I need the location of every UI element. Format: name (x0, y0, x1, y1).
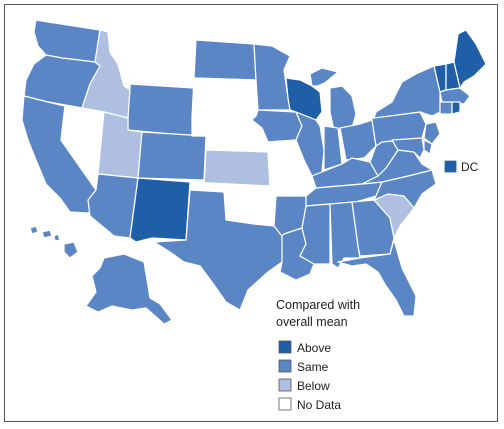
legend-label-same: Same (297, 360, 329, 374)
legend: Compared with overall mean Above Same Be… (276, 298, 360, 412)
state-ct[interactable] (439, 101, 453, 115)
state-sd[interactable] (191, 77, 257, 121)
legend-label-below: Below (297, 379, 330, 393)
legend-title-line1: Compared with (276, 298, 360, 312)
state-mi[interactable] (309, 67, 339, 87)
dc-label: DC (461, 160, 479, 174)
state-nd[interactable] (193, 39, 257, 81)
state-nj[interactable] (423, 121, 441, 145)
state-ks[interactable] (203, 149, 271, 187)
state-dc-marker[interactable] (443, 159, 458, 174)
state-hi-4[interactable] (63, 241, 79, 259)
states-layer (21, 19, 487, 325)
state-me[interactable] (453, 29, 487, 89)
legend-swatch-same (278, 359, 292, 373)
state-hi-1[interactable] (29, 225, 39, 235)
legend-swatch-below (278, 378, 292, 392)
legend-label-nodata: No Data (297, 398, 341, 412)
state-hi-3[interactable] (53, 233, 61, 242)
legend-swatch-nodata (278, 397, 292, 411)
state-mi-lower[interactable] (329, 85, 357, 131)
state-md[interactable] (391, 137, 425, 159)
state-wa[interactable] (33, 19, 101, 63)
state-mn[interactable] (253, 43, 291, 111)
state-in[interactable] (323, 125, 343, 171)
state-wi[interactable] (285, 77, 323, 121)
state-ny[interactable] (373, 65, 441, 119)
legend-label-above: Above (297, 341, 331, 355)
state-co[interactable] (137, 131, 207, 181)
state-fl[interactable] (337, 239, 417, 317)
state-tx[interactable] (153, 189, 283, 311)
legend-title-line2: overall mean (276, 315, 348, 329)
legend-swatch-above (278, 340, 292, 354)
state-ms[interactable] (299, 203, 331, 265)
state-hi-2[interactable] (41, 229, 53, 239)
state-ri[interactable] (451, 101, 461, 115)
state-wy[interactable] (127, 83, 195, 137)
state-ak[interactable] (85, 253, 173, 325)
state-nm[interactable] (129, 177, 191, 243)
